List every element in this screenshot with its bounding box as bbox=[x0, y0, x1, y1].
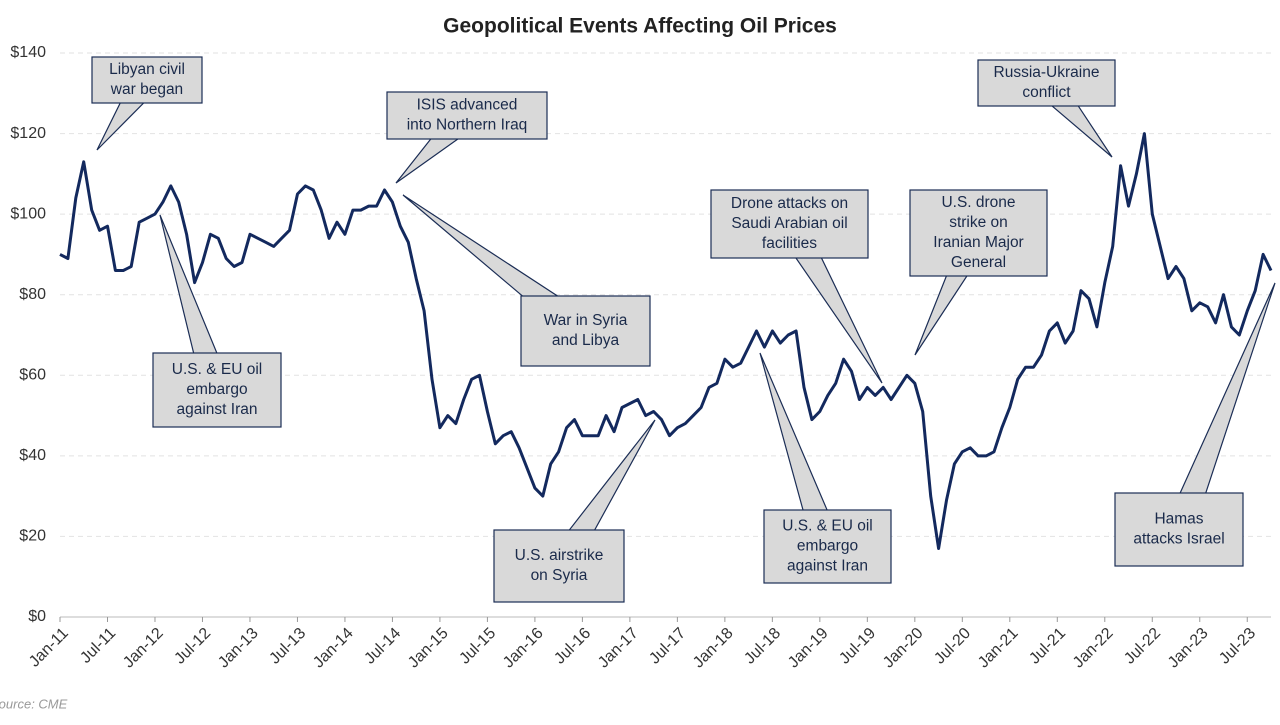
callout: War in Syria and Libya bbox=[402, 194, 651, 367]
callout-text: U.S. & EU oil bbox=[782, 518, 872, 535]
callout: U.S. & EU oil embargo against Iran bbox=[759, 352, 892, 584]
x-tick-label: Jan-20 bbox=[880, 625, 927, 672]
x-tick-label: Jan-23 bbox=[1165, 625, 1212, 672]
callout-box bbox=[909, 189, 1048, 277]
callout-box bbox=[520, 295, 651, 367]
x-tick-label: Jan-15 bbox=[405, 625, 452, 672]
callout-box bbox=[91, 56, 203, 104]
y-tick-label: $0 bbox=[28, 608, 46, 625]
callout-text: Libyan civil bbox=[109, 61, 185, 78]
y-tick-label: $60 bbox=[19, 367, 46, 384]
y-tick-label: $100 bbox=[10, 205, 46, 222]
callout-text: strike on bbox=[949, 214, 1008, 231]
callout-text: and Libya bbox=[552, 332, 620, 349]
x-tick-label: Jul-13 bbox=[266, 625, 309, 668]
callout-text: against Iran bbox=[177, 401, 258, 418]
x-tick-label: Jul-21 bbox=[1026, 625, 1069, 668]
callout-box bbox=[493, 529, 625, 603]
x-tick-label: Jul-16 bbox=[551, 625, 594, 668]
callout-text: War in Syria bbox=[544, 312, 628, 329]
x-tick-label: Jan-21 bbox=[975, 625, 1022, 672]
callout-text: U.S. drone bbox=[941, 194, 1015, 211]
callout: Drone attacks on Saudi Arabian oil facilit… bbox=[710, 189, 883, 384]
callout-box bbox=[152, 352, 282, 428]
callout-text: Hamas bbox=[1154, 511, 1203, 528]
callout-text: General bbox=[951, 254, 1006, 271]
y-tick-label: $40 bbox=[19, 447, 46, 464]
callout-text: conflict bbox=[1022, 84, 1071, 101]
callout: Russia-Ukraine conflict bbox=[977, 59, 1116, 158]
callout-text: Saudi Arabian oil bbox=[731, 215, 847, 232]
callout-text: against Iran bbox=[787, 558, 868, 575]
callout-box bbox=[763, 509, 892, 584]
price-line bbox=[59, 132, 1273, 550]
callout: Libyan civil war began bbox=[91, 56, 203, 151]
chart-title: Geopolitical Events Affecting Oil Prices bbox=[443, 15, 837, 38]
callout-box bbox=[1114, 492, 1244, 567]
x-tick-label: Jan-18 bbox=[690, 625, 737, 672]
callout-text: Drone attacks on bbox=[731, 195, 848, 212]
x-tick-label: Jan-16 bbox=[500, 625, 547, 672]
callout-text: war began bbox=[110, 81, 183, 98]
x-tick-label: Jul-12 bbox=[171, 625, 214, 668]
y-tick-label: $80 bbox=[19, 286, 46, 303]
callout-text: ISIS advanced bbox=[417, 97, 518, 114]
callout-box bbox=[710, 189, 869, 259]
callout: U.S. drone strike on Iranian Major General bbox=[909, 189, 1048, 356]
source-note: Source: CME bbox=[0, 696, 68, 711]
callout-box bbox=[386, 91, 548, 140]
x-tick-label: Jan-12 bbox=[120, 625, 167, 672]
x-tick-label: Jan-13 bbox=[215, 625, 262, 672]
x-tick-label: Jan-19 bbox=[785, 625, 832, 672]
callout: U.S. airstrike on Syria bbox=[493, 419, 656, 603]
x-tick-label: Jul-18 bbox=[741, 625, 784, 668]
y-tick-label: $120 bbox=[10, 125, 46, 142]
x-tick-label: Jan-14 bbox=[310, 625, 357, 672]
callout-text: on Syria bbox=[531, 567, 588, 584]
callout: Hamas attacks Israel bbox=[1114, 282, 1276, 567]
callout-text: U.S. airstrike bbox=[515, 547, 604, 564]
y-tick-label: $20 bbox=[19, 528, 46, 545]
callout-box bbox=[977, 59, 1116, 107]
x-tick-label: Jul-11 bbox=[77, 625, 119, 667]
callout-text: attacks Israel bbox=[1133, 531, 1224, 548]
callout-text: into Northern Iraq bbox=[407, 117, 528, 134]
callout: U.S. & EU oil embargo against Iran bbox=[152, 214, 282, 428]
x-tick-label: Jul-22 bbox=[1121, 625, 1164, 668]
callout: ISIS advanced into Northern Iraq bbox=[386, 91, 548, 184]
x-tick-label: Jul-20 bbox=[931, 625, 974, 668]
x-tick-label: Jan-17 bbox=[595, 625, 642, 672]
x-tick-label: Jan-22 bbox=[1070, 625, 1117, 672]
callout-text: embargo bbox=[797, 538, 858, 555]
x-tick-label: Jul-15 bbox=[456, 625, 499, 668]
callout-text: facilities bbox=[762, 235, 817, 252]
x-tick-label: Jan-11 bbox=[26, 625, 72, 671]
x-tick-label: Jul-23 bbox=[1216, 625, 1259, 668]
callout-text: Russia-Ukraine bbox=[994, 64, 1100, 81]
callout-text: embargo bbox=[186, 381, 247, 398]
x-tick-label: Jul-14 bbox=[361, 625, 404, 668]
x-tick-label: Jul-17 bbox=[646, 625, 689, 668]
x-tick-label: Jul-19 bbox=[836, 625, 879, 668]
callout-text: Iranian Major bbox=[933, 234, 1023, 251]
callout-text: U.S. & EU oil bbox=[172, 361, 262, 378]
y-tick-label: $140 bbox=[10, 44, 46, 61]
